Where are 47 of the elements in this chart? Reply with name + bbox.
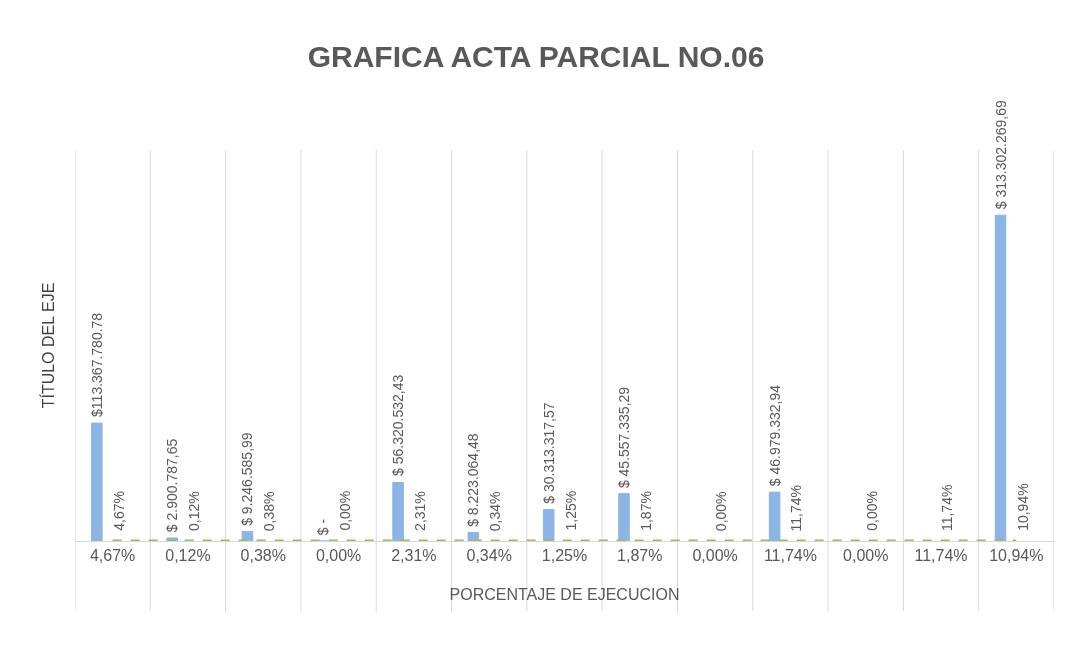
x-tick-label: 11,74% bbox=[763, 547, 817, 565]
x-tick-label: 0,00% bbox=[692, 547, 738, 565]
data-label: $ 56.320.532,43 bbox=[390, 374, 407, 476]
data-label: 0,00% bbox=[336, 490, 353, 531]
data-label: $113.367.780.78 bbox=[88, 312, 105, 417]
bar bbox=[618, 493, 630, 541]
data-label: $ 2.900.787,65 bbox=[164, 438, 181, 533]
data-label: $ 46.979.332,94 bbox=[766, 384, 783, 487]
data-label: 2,31% bbox=[411, 491, 428, 531]
x-axis-title: PORCENTAJE DE EJECUCION bbox=[449, 585, 680, 603]
data-label: 0,38% bbox=[261, 491, 278, 532]
data-label: 11,74% bbox=[939, 484, 956, 532]
data-label: 10,94% bbox=[1014, 483, 1031, 531]
bar bbox=[542, 508, 555, 541]
chart-title: GRAFICA ACTA PARCIAL NO.06 bbox=[307, 39, 765, 73]
x-tick-label: 10,94% bbox=[989, 547, 1044, 565]
data-label: 4,67% bbox=[110, 490, 127, 531]
x-tick-label: 0,12% bbox=[165, 547, 211, 565]
x-tick-label: 11,74% bbox=[914, 547, 968, 565]
bar bbox=[994, 214, 1007, 541]
x-tick-label: 0,00% bbox=[315, 547, 362, 565]
x-tick-label: 4,67% bbox=[89, 547, 136, 565]
x-tick-label: 2,31% bbox=[391, 547, 437, 565]
bar bbox=[392, 481, 404, 541]
data-label: $ 8.223.064,48 bbox=[464, 433, 481, 527]
x-tick-label: 0,00% bbox=[843, 547, 889, 565]
bar bbox=[91, 422, 103, 541]
data-label: 0,34% bbox=[487, 491, 504, 532]
data-label: $ 45.557.335,29 bbox=[615, 386, 632, 489]
bar bbox=[241, 530, 254, 541]
data-label: 1,25% bbox=[562, 490, 579, 531]
x-tick-label: 1,87% bbox=[617, 547, 663, 565]
x-tick-label: 1,25% bbox=[541, 547, 588, 565]
data-label: 0,00% bbox=[713, 491, 730, 532]
y-axis-title: TÍTULO DEL EJE bbox=[38, 282, 57, 409]
data-label: $ 30.313.317,57 bbox=[540, 402, 557, 504]
data-label: 0,12% bbox=[185, 491, 202, 531]
data-label: $ 9.246.585,99 bbox=[239, 432, 256, 526]
bar bbox=[768, 491, 781, 541]
data-label: 0,00% bbox=[863, 491, 880, 531]
data-label: $ - bbox=[315, 518, 332, 536]
data-label: 1,87% bbox=[637, 491, 654, 531]
bar bbox=[467, 531, 480, 541]
data-label: $ 313.302.269,69 bbox=[992, 99, 1009, 210]
x-tick-label: 0,38% bbox=[240, 547, 286, 565]
data-label: 11,74% bbox=[788, 485, 805, 532]
x-tick-label: 0,34% bbox=[466, 547, 512, 565]
